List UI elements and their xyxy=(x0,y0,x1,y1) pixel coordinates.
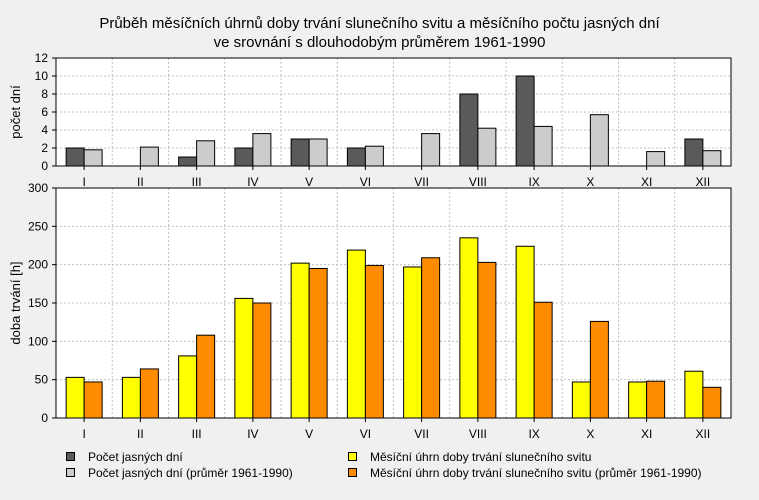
panel-1-bar-s2-IX xyxy=(533,125,553,167)
panel-2-ytick-label: 50 xyxy=(35,373,49,387)
panel-2-xtick-label-V: V xyxy=(305,427,313,441)
panel-2-bar-s1-III xyxy=(178,355,198,419)
panel-2-y-axis-title: doba trvání [h] xyxy=(8,261,23,344)
panel-1-ytick-label: 12 xyxy=(35,51,49,65)
panel-1-xtick-label-IX: IX xyxy=(528,175,539,189)
panel-2-bar-s1-VI xyxy=(346,249,366,419)
panel-1-ytick-label: 0 xyxy=(41,159,48,173)
panel-2-xtick-label-VII: VII xyxy=(414,427,429,441)
panel-1-xtick-label-II: II xyxy=(137,175,144,189)
panel-1-xtick-label-V: V xyxy=(305,175,313,189)
panel-1-xtick-label-XII: XII xyxy=(696,175,711,189)
panel-2-bar-s2-XII xyxy=(702,386,722,419)
panel-1-ytick-label: 8 xyxy=(41,87,48,101)
panel-1-bar-s1-VIII xyxy=(459,93,479,167)
chart-title-line-2: ve srovnání s dlouhodobým průměrem 1961-… xyxy=(213,34,546,51)
panel-1-bar-s2-V xyxy=(308,138,328,167)
panel-2-xtick-label-IV: IV xyxy=(247,427,258,441)
panel-1-bar-s2-VI xyxy=(364,145,384,167)
panel-2-bar-s1-X xyxy=(571,381,591,419)
panel-2-ytick-label: 250 xyxy=(28,219,48,233)
panel-1-bar-s2-IV xyxy=(252,133,272,167)
panel-2-bar-s2-VI xyxy=(364,264,384,419)
panel-2-bar-s1-XII xyxy=(684,370,704,419)
panel-1-bar-s1-VI xyxy=(346,147,366,167)
panel-2-bar-s1-XI xyxy=(628,381,648,419)
panel-1-xtick-label-X: X xyxy=(586,175,594,189)
panel-2-bar-s1-V xyxy=(290,262,310,419)
panel-1-y-axis-title: počet dní xyxy=(8,85,23,139)
panel-2-xtick-label-III: III xyxy=(192,427,202,441)
chart-title-line-1: Průběh měsíčních úhrnů doby trvání slune… xyxy=(99,15,660,32)
panel-2-bar-s2-VIII xyxy=(477,261,497,419)
panel-2-bar-s2-XI xyxy=(646,380,666,419)
panel-2-bar-s1-VII xyxy=(403,266,423,419)
panel-1-bar-s2-X xyxy=(589,114,609,167)
panel-2-xtick-label-XII: XII xyxy=(696,427,711,441)
panel-1-bar-s1-V xyxy=(290,138,310,167)
panel-2-bar-s1-II xyxy=(121,376,141,419)
panel-1-bar-s2-I xyxy=(83,149,103,167)
panel-1-xtick-label-IV: IV xyxy=(247,175,258,189)
panel-2-xtick-label-VI: VI xyxy=(360,427,371,441)
panel-2-xtick-label-I: I xyxy=(82,427,85,441)
panel-1-bar-s2-VII xyxy=(421,133,441,167)
panel-1-xtick-label-VI: VI xyxy=(360,175,371,189)
panel-2-bar-s1-IV xyxy=(234,297,254,419)
panel-2-ytick-label: 200 xyxy=(28,258,48,272)
panel-1-bar-s2-XI xyxy=(646,151,666,167)
panel-2-bar-s2-VII xyxy=(421,257,441,419)
panel-1-bar-s2-II xyxy=(139,146,159,167)
panel-2-ytick-label: 150 xyxy=(28,296,48,310)
panel-1-ytick-label: 2 xyxy=(41,141,48,155)
panel-1-bar-s2-VIII xyxy=(477,127,497,167)
panel-1-xtick-label-VII: VII xyxy=(414,175,429,189)
panel-2-xtick-label-X: X xyxy=(586,427,594,441)
panel-1-bar-s2-III xyxy=(196,140,216,167)
panel-2-xtick-label-VIII: VIII xyxy=(469,427,487,441)
panel-2-bar-s2-IX xyxy=(533,301,553,419)
chart-title: Průběh měsíčních úhrnů doby trvání slune… xyxy=(0,14,759,52)
panel-1-xtick-label-VIII: VIII xyxy=(469,175,487,189)
panel-1-bar-s1-I xyxy=(65,147,85,167)
panel-2-bar-s1-VIII xyxy=(459,237,479,419)
panel-2-bar-s1-I xyxy=(65,376,85,419)
panel-2-bar-s2-III xyxy=(196,334,216,419)
panel-2-bar-s2-IV xyxy=(252,302,272,419)
panel-1-xtick-label-XI: XI xyxy=(641,175,652,189)
panel-1-bar-s1-IV xyxy=(234,147,254,167)
panel-2-ytick-label: 0 xyxy=(41,411,48,425)
panel-2-ytick-label: 100 xyxy=(28,334,48,348)
panel-1-bar-s1-III xyxy=(178,156,198,167)
panel-2-xtick-label-XI: XI xyxy=(641,427,652,441)
panel-2-bar-s2-II xyxy=(139,368,159,419)
panel-1-ytick-label: 10 xyxy=(35,69,49,83)
panel-1-bar-s2-XII xyxy=(702,150,722,167)
panel-2-xtick-label-IX: IX xyxy=(528,427,539,441)
panel-1-ytick-label: 4 xyxy=(41,123,48,137)
panel-1-xtick-label-I: I xyxy=(82,175,85,189)
panel-1-bar-s1-IX xyxy=(515,75,535,167)
panel-2-bar-s2-I xyxy=(83,381,103,419)
panel-1-bar-s1-XII xyxy=(684,138,704,167)
panel-2-xtick-label-II: II xyxy=(137,427,144,441)
panel-2-bar-s1-IX xyxy=(515,245,535,419)
panel-2-ytick-label: 300 xyxy=(28,181,48,195)
panel-2-bar-s2-V xyxy=(308,268,328,419)
panel-2-bar-s2-X xyxy=(589,320,609,419)
panel-1-ytick-label: 6 xyxy=(41,105,48,119)
panel-1-xtick-label-III: III xyxy=(192,175,202,189)
